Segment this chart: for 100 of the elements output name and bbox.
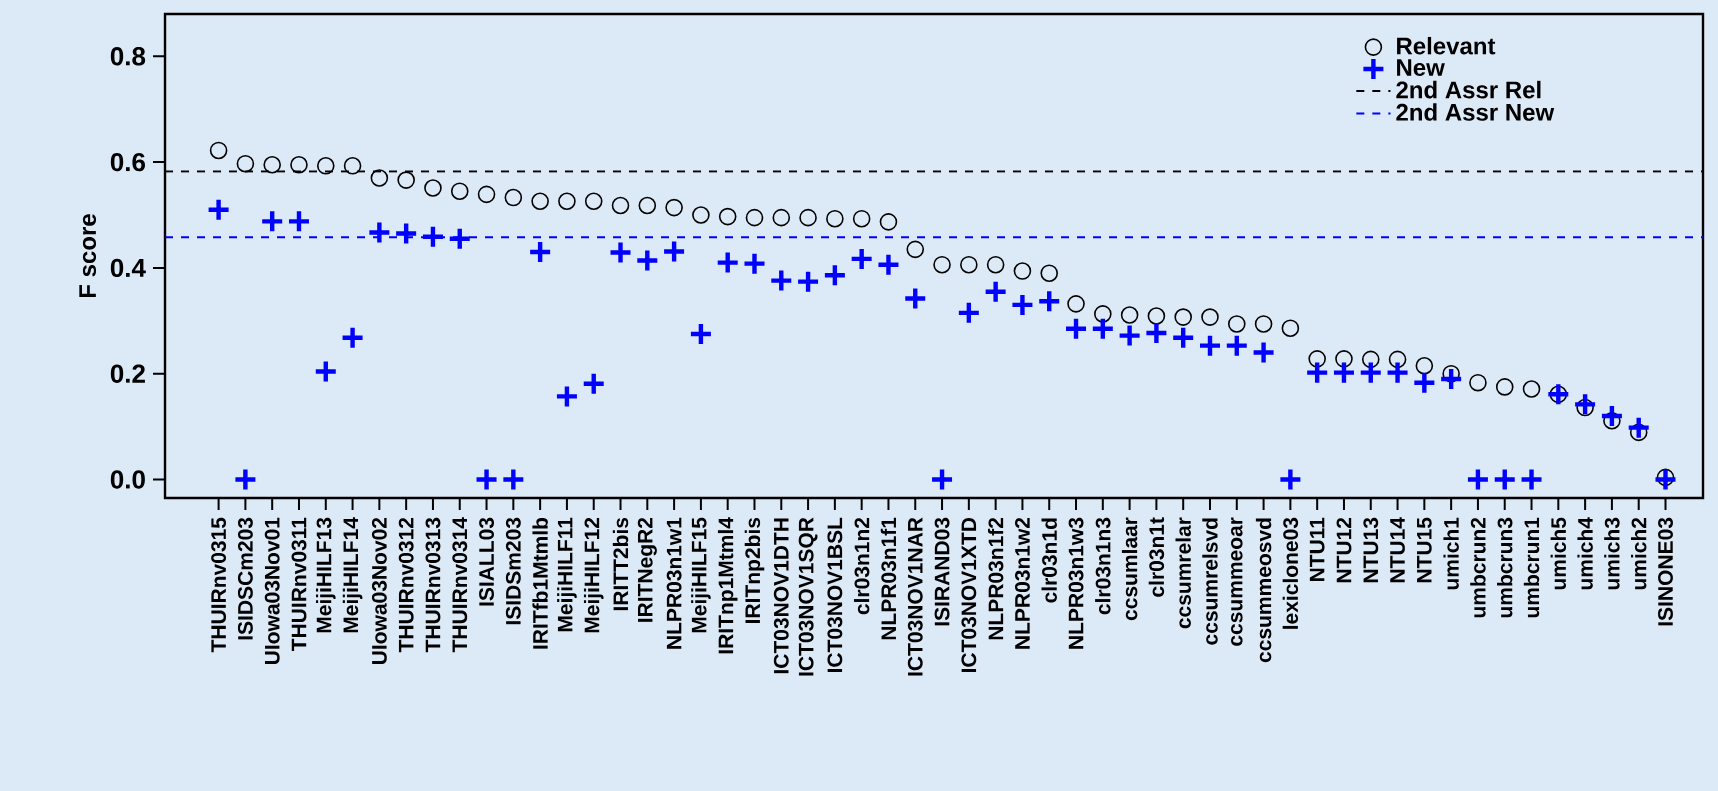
point: [503, 469, 524, 490]
point: [958, 302, 979, 323]
x-tick-label: THUIRnv0313: [425, 517, 441, 653]
x-tick-label: umbcrun1: [1523, 517, 1540, 618]
point: [1094, 305, 1112, 323]
x-tick-label: IRITfb1Mtmlb: [532, 517, 548, 649]
point: [343, 157, 362, 175]
x-tick-label: IRITNegR2: [637, 517, 657, 622]
point: [637, 250, 658, 271]
y-tick-label: 0.6: [110, 152, 145, 172]
point: [1629, 423, 1648, 442]
point: [397, 171, 415, 189]
x-tick-label: ccsummeoar: [1231, 517, 1243, 646]
point: [1601, 406, 1622, 426]
y-axis-title: F score: [79, 214, 97, 298]
point: [396, 223, 417, 244]
x-tick-label: IRITT2bis: [612, 517, 629, 611]
x-tick-label: UIowa03Nov01: [264, 517, 280, 665]
point: [745, 208, 764, 227]
point: [1013, 262, 1032, 280]
point: [986, 255, 1005, 274]
x-tick-label: NTU11: [1309, 517, 1325, 581]
x-tick-label: NLPR03n1f2: [987, 517, 1004, 640]
legend-label: 2nd Assr New: [1396, 103, 1555, 121]
x-tick-label: umbcrun3: [1497, 517, 1513, 618]
x-tick-label: ccsumrelsvd: [1202, 518, 1218, 645]
point: [611, 196, 630, 215]
x-tick-label: ICT03NOV1BSL: [827, 517, 843, 673]
point: [422, 226, 443, 247]
point: [718, 207, 737, 226]
point: [879, 213, 898, 231]
point: [1173, 327, 1194, 348]
point: [290, 155, 308, 174]
point: [610, 242, 631, 263]
point: [1040, 264, 1059, 282]
point: [476, 469, 497, 490]
point: [692, 206, 710, 224]
point: [960, 255, 978, 274]
point: [664, 241, 685, 262]
point: [530, 242, 551, 263]
point: [1360, 362, 1381, 383]
point: [262, 211, 283, 232]
point: [1281, 319, 1300, 337]
x-tick-label: ccsumlaar: [1121, 517, 1138, 621]
x-tick-label: ISIDSm203: [505, 517, 521, 625]
x-tick-label: NLPR03n1w1: [666, 517, 682, 649]
point: [449, 228, 470, 249]
legend-label: Relevant: [1397, 36, 1496, 55]
point: [798, 271, 819, 292]
x-tick-label: THUIRnv0315: [211, 517, 227, 653]
point: [315, 361, 336, 382]
x-tick-label: umich3: [1604, 517, 1620, 590]
point: [824, 265, 845, 286]
y-tick-label: 0.4: [110, 258, 146, 278]
point: [878, 254, 899, 275]
point: [905, 288, 926, 309]
point: [1388, 350, 1407, 369]
x-tick-label: ISIDSCm203: [237, 517, 253, 640]
point: [424, 179, 442, 197]
point: [933, 255, 951, 274]
point: [236, 154, 255, 173]
point: [1174, 308, 1192, 326]
x-tick-label: lexiclone03: [1282, 517, 1299, 629]
point: [851, 248, 872, 269]
point: [504, 188, 523, 207]
point: [826, 209, 844, 228]
x-tick-label: MeijiHILF11: [557, 517, 577, 632]
x-tick-label: ccsummeosvd: [1255, 518, 1272, 663]
point: [772, 208, 791, 227]
point: [1467, 469, 1488, 490]
point: [1495, 378, 1514, 396]
x-tick-label: UIowa03Nov02: [371, 517, 387, 665]
point: [1254, 315, 1273, 333]
point: [235, 469, 256, 490]
point: [1280, 469, 1301, 490]
point: [1012, 294, 1033, 315]
point: [638, 196, 657, 215]
point: [370, 169, 389, 187]
point: [799, 208, 817, 227]
x-tick-label: umich1: [1443, 517, 1459, 590]
x-tick-label: MeijiHILF14: [342, 517, 363, 633]
x-tick-label: ICT03NOV1NAR: [907, 517, 923, 676]
point: [1201, 308, 1219, 326]
x-tick-label: THUIRnv0312: [398, 517, 414, 653]
point: [690, 324, 711, 345]
point: [1199, 335, 1220, 356]
point: [263, 155, 281, 174]
point: [852, 209, 871, 228]
point: [1522, 380, 1541, 398]
x-tick-label: IRITnp1Mtml4: [717, 517, 738, 654]
point: [1442, 364, 1460, 383]
point: [209, 141, 228, 160]
point: [1494, 469, 1515, 490]
legend-label: New: [1397, 59, 1445, 77]
x-tick-label: MeijiHILF15: [691, 517, 711, 633]
point: [288, 211, 309, 232]
x-tick-label: umich2: [1631, 517, 1647, 590]
point: [1092, 318, 1113, 339]
point: [744, 253, 765, 274]
x-tick-label: THUIRnv0311: [291, 517, 307, 652]
